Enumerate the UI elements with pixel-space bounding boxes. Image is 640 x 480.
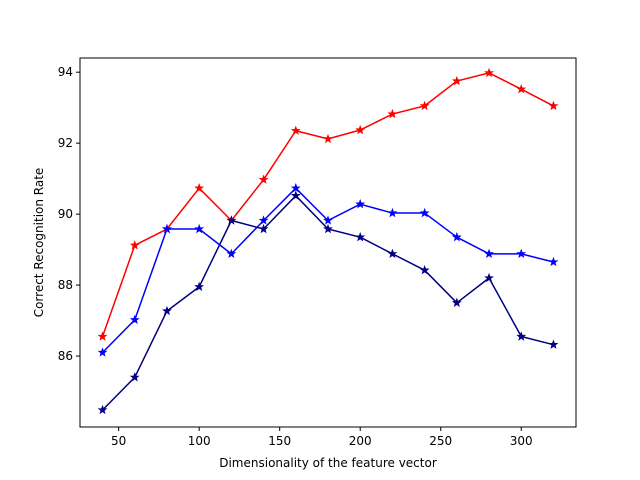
x-tick-label: 300 xyxy=(510,434,533,448)
data-point xyxy=(387,248,398,259)
data-point xyxy=(451,232,462,242)
data-point xyxy=(162,223,172,234)
data-point xyxy=(97,404,108,415)
data-point xyxy=(451,297,462,307)
data-point xyxy=(194,183,205,193)
data-point xyxy=(129,372,140,382)
data-point xyxy=(226,215,237,225)
data-point xyxy=(258,223,269,234)
data-point xyxy=(419,207,430,218)
data-point xyxy=(97,331,108,341)
data-point xyxy=(387,108,398,119)
data-point xyxy=(290,190,301,200)
data-point xyxy=(258,215,269,225)
data-point xyxy=(323,223,333,234)
data-point xyxy=(516,84,527,94)
data-point xyxy=(516,331,527,341)
data-point xyxy=(484,272,494,283)
data-point xyxy=(162,305,172,316)
data-point xyxy=(484,67,494,78)
data-point xyxy=(323,215,333,225)
x-tick-label: 100 xyxy=(188,434,211,448)
data-point xyxy=(548,100,559,111)
x-axis: 50 100 150 200 250 300 xyxy=(111,427,533,448)
x-axis-label: Dimensionality of the feature vector xyxy=(219,456,437,470)
series-1 xyxy=(97,67,559,341)
data-point xyxy=(97,347,108,357)
data-point xyxy=(194,281,205,292)
data-point xyxy=(355,232,366,242)
series-layer xyxy=(97,67,559,415)
data-point xyxy=(323,133,333,144)
data-point xyxy=(129,314,140,325)
data-point xyxy=(387,207,398,218)
data-point xyxy=(290,125,301,135)
data-point xyxy=(419,100,430,111)
y-axis: 86 88 90 92 94 xyxy=(58,65,80,363)
series-2 xyxy=(97,183,559,357)
y-tick-label: 94 xyxy=(58,65,73,79)
data-point xyxy=(516,248,527,259)
x-tick-label: 50 xyxy=(111,434,126,448)
data-point xyxy=(484,248,494,259)
data-point xyxy=(226,248,237,259)
plot-frame xyxy=(79,57,577,428)
y-tick-label: 90 xyxy=(58,207,73,221)
y-tick-label: 86 xyxy=(58,349,73,363)
data-point xyxy=(290,183,301,193)
data-point xyxy=(548,256,559,267)
x-tick-label: 150 xyxy=(268,434,291,448)
x-tick-label: 200 xyxy=(349,434,372,448)
y-tick-label: 92 xyxy=(58,136,73,150)
y-axis-label: Correct Recognition Rate xyxy=(32,168,46,318)
data-point xyxy=(258,174,269,184)
x-tick-label: 250 xyxy=(429,434,452,448)
y-tick-label: 88 xyxy=(58,278,73,292)
data-point xyxy=(355,199,366,209)
series-3 xyxy=(97,190,559,415)
data-point xyxy=(451,75,462,86)
data-point xyxy=(548,339,559,349)
data-point xyxy=(194,223,205,234)
data-point xyxy=(419,265,430,275)
data-point xyxy=(355,124,366,135)
data-point xyxy=(129,240,140,250)
